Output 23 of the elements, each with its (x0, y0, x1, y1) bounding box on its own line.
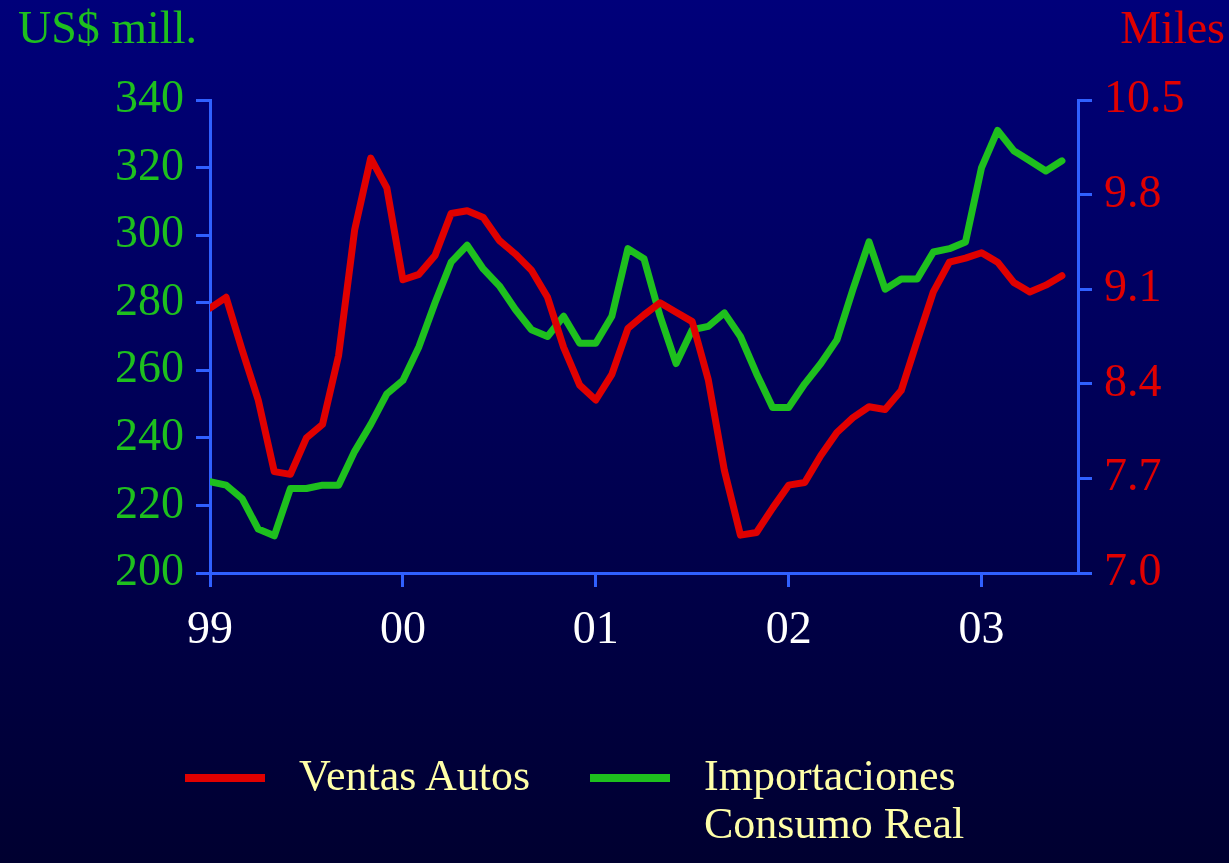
y-tick-label: 260 (115, 341, 184, 393)
y-tick-label: 200 (115, 544, 184, 596)
y-tick-label: 240 (115, 408, 184, 460)
legend-label: Importaciones Consumo Real (704, 751, 966, 848)
y-tick-label: 340 (115, 71, 184, 123)
legend-label: Ventas Autos (299, 751, 530, 800)
x-tick-label: 99 (187, 601, 233, 653)
y2-tick-label: 10.5 (1104, 71, 1185, 123)
y2-tick-label: 8.4 (1104, 354, 1162, 406)
y2-axis-title: Miles (1120, 2, 1225, 54)
y-tick-label: 320 (115, 138, 184, 190)
x-tick-label: 00 (379, 601, 426, 653)
x-tick-label: 01 (572, 601, 619, 653)
y2-tick-label: 9.8 (1104, 165, 1162, 217)
y-tick-label: 300 (115, 206, 184, 258)
x-tick-label: 03 (958, 601, 1005, 653)
y2-tick-label: 7.0 (1104, 544, 1162, 596)
y-axis-title: US$ mill. (18, 2, 197, 54)
x-tick-label: 02 (765, 601, 812, 653)
y-tick-label: 220 (115, 476, 184, 528)
y2-tick-label: 7.7 (1104, 449, 1162, 501)
y-tick-label: 280 (115, 273, 184, 325)
y2-tick-label: 9.1 (1104, 260, 1162, 312)
